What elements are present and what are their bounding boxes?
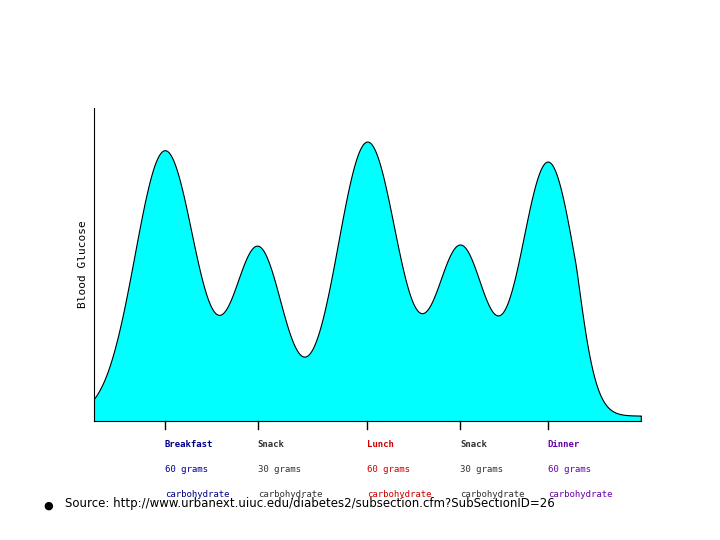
Text: carbohydrate: carbohydrate [367,490,432,499]
Text: 60 grams: 60 grams [548,465,591,474]
Text: 60 grams: 60 grams [165,465,208,474]
Text: ●: ● [43,500,53,510]
Text: 60 grams: 60 grams [367,465,410,474]
Text: 30 grams: 30 grams [460,465,503,474]
Text: Source: http://www.urbanext.uiuc.edu/diabetes2/subsection.cfm?SubSectionID=26: Source: http://www.urbanext.uiuc.edu/dia… [65,497,554,510]
Text: carbohydrate: carbohydrate [165,490,229,499]
Text: carbohydrate: carbohydrate [258,490,323,499]
Text: Dinner: Dinner [548,440,580,449]
Text: carbohydrate: carbohydrate [548,490,612,499]
Text: Snack: Snack [258,440,284,449]
Text: Lunch: Lunch [367,440,394,449]
Text: 30 grams: 30 grams [258,465,301,474]
Text: Snack: Snack [460,440,487,449]
Text: Breakfast: Breakfast [165,440,213,449]
Text: carbohydrate: carbohydrate [460,490,525,499]
Y-axis label: Blood Glucose: Blood Glucose [78,221,88,308]
Text: Food and Blood Glucose Levels: Food and Blood Glucose Levels [14,24,644,57]
